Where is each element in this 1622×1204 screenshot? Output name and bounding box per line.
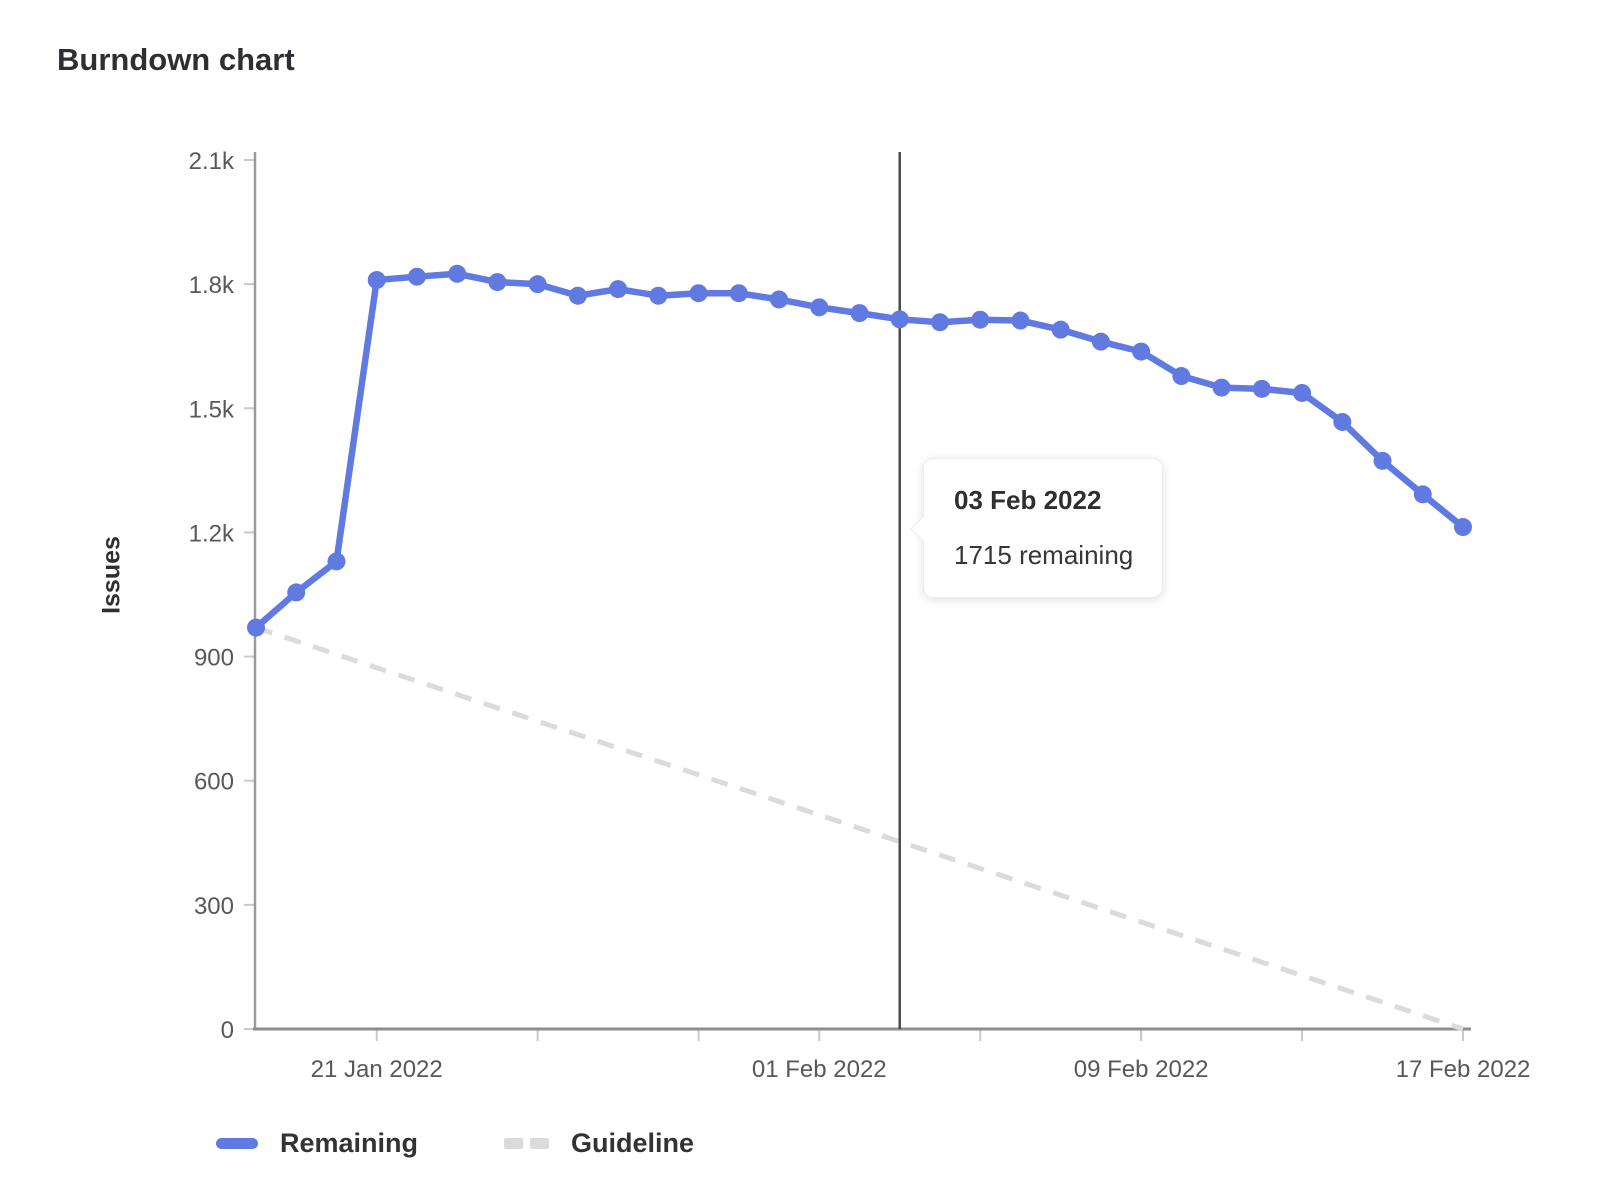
legend-item-guideline[interactable]: Guideline: [504, 1128, 694, 1159]
page-title: Burndown chart: [57, 42, 295, 77]
data-point[interactable]: [890, 310, 909, 329]
guideline-legend-label: Guideline: [571, 1128, 695, 1158]
data-point[interactable]: [810, 298, 829, 317]
data-point[interactable]: [488, 273, 507, 292]
data-point[interactable]: [770, 290, 789, 309]
data-point[interactable]: [1011, 311, 1030, 330]
data-point[interactable]: [1172, 367, 1191, 386]
remaining-legend-label: Remaining: [280, 1128, 419, 1158]
y-axis-tick-label: 600: [194, 769, 234, 796]
y-axis-tick-label: 2.1k: [189, 148, 235, 175]
data-point[interactable]: [568, 286, 587, 305]
data-point[interactable]: [729, 284, 748, 303]
data-point[interactable]: [407, 267, 426, 286]
y-axis-tick-label: 300: [194, 893, 234, 920]
guideline-line: [255, 625, 1464, 1032]
data-point[interactable]: [1051, 320, 1070, 339]
data-point[interactable]: [930, 313, 949, 332]
chart-legend: Remaining Guideline: [216, 1128, 694, 1159]
guideline-dash-swatch: [504, 1138, 550, 1149]
y-axis-tick-label: 1.8k: [189, 272, 235, 299]
x-axis-tick-label: 09 Feb 2022: [1074, 1056, 1209, 1083]
data-point[interactable]: [609, 280, 628, 299]
legend-item-remaining[interactable]: Remaining: [216, 1128, 418, 1159]
data-point[interactable]: [327, 552, 346, 571]
y-axis-tick-label: 1.5k: [189, 396, 235, 423]
data-point[interactable]: [649, 286, 668, 305]
data-point[interactable]: [689, 284, 708, 303]
x-axis-tick-label: 21 Jan 2022: [311, 1056, 443, 1083]
data-point[interactable]: [1091, 332, 1110, 351]
x-axis-tick-label: 01 Feb 2022: [752, 1056, 887, 1083]
tooltip-remaining-count: 1715 remaining: [954, 540, 1134, 570]
x-axis-tick-label: 17 Feb 2022: [1396, 1056, 1531, 1083]
data-point[interactable]: [367, 271, 386, 290]
data-point[interactable]: [971, 310, 990, 329]
data-point[interactable]: [1293, 383, 1312, 402]
remaining-line-swatch: [216, 1138, 258, 1149]
data-point[interactable]: [1252, 379, 1271, 398]
data-point[interactable]: [448, 264, 467, 283]
remaining-line: [252, 270, 1467, 631]
data-point[interactable]: [247, 618, 265, 637]
tooltip-date: 03 Feb 2022: [954, 485, 1102, 515]
data-point[interactable]: [1413, 485, 1432, 504]
y-axis-tick-label: 1.2k: [189, 520, 235, 547]
y-axis-tick-label: 0: [221, 1017, 234, 1044]
data-point[interactable]: [1373, 451, 1392, 470]
chart-tooltip: 03 Feb 2022 1715 remaining: [909, 458, 1163, 598]
data-point[interactable]: [1454, 518, 1472, 537]
data-point[interactable]: [528, 275, 547, 294]
data-point[interactable]: [1333, 412, 1352, 431]
y-axis-tick-label: 900: [194, 645, 234, 672]
data-point[interactable]: [1212, 378, 1231, 397]
data-point[interactable]: [850, 304, 869, 323]
chart-canvas[interactable]: 0 300 600 900 1.2k 1.5k 1.8k 2.1k 21 Jan 2022 01 …: [0, 0, 1622, 1100]
data-point[interactable]: [287, 583, 306, 602]
data-point[interactable]: [1132, 342, 1151, 361]
